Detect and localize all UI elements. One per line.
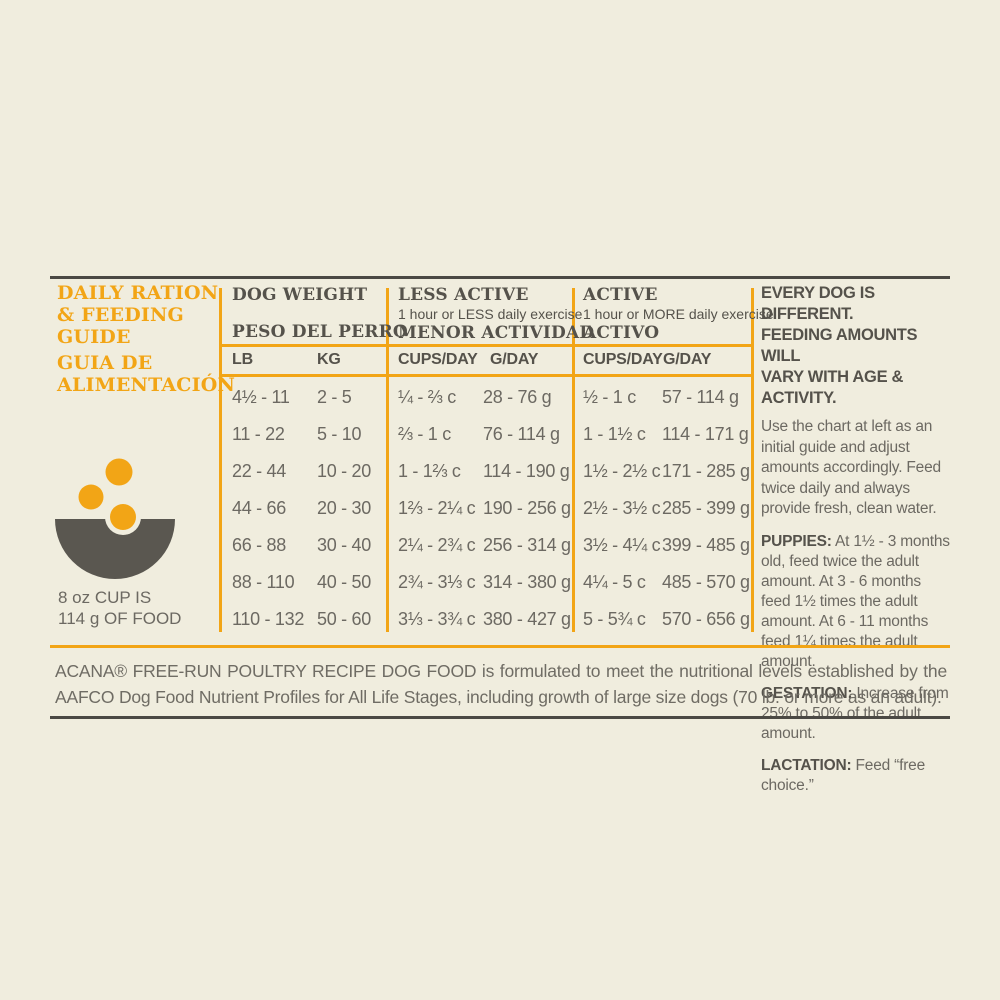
table-divider-vertical-1 [219,288,222,632]
cell-la_g: 114 - 190 g [483,461,570,481]
table-divider-vertical-3 [572,288,575,632]
group-title: LESS ACTIVE [398,285,529,305]
cell-kg: 30 - 40 [317,535,371,555]
advice-intro: Use the chart at left as an initial guid… [761,418,941,517]
advice-section-puppies: PUPPIES: At 1½ - 3 months old, feed twic… [761,532,953,672]
cell-a_g: 171 - 285 g [662,461,750,481]
cell-lb: 66 - 88 [232,535,286,555]
cell-kg: 5 - 10 [317,424,362,444]
bottom-rule [50,716,950,719]
table-divider-horizontal-2 [219,374,754,377]
cell-a_g: 399 - 485 g [662,535,750,555]
cell-lb: 88 - 110 [232,572,295,592]
cell-la_cups: 3⅓ - 3¾ c [398,609,476,629]
cell-lb: 110 - 132 [232,609,305,629]
cell-la_cups: ¼ - ⅔ c [398,387,456,407]
cell-a_cups: 5 - 5¾ c [583,609,646,629]
table-row: 88 - 110 40 - 50 2¾ - 3⅓ c 314 - 380 g 4¼ - … [220,564,754,601]
cell-lb: 11 - 22 [232,424,285,444]
cell-la_g: 28 - 76 g [483,387,552,407]
table-row: 110 - 132 50 - 60 3⅓ - 3¾ c 380 - 427 g 5 - … [220,601,754,638]
cell-a_g: 57 - 114 g [662,387,739,407]
cell-la_cups: 2¾ - 3⅓ c [398,572,476,592]
table-rows: 4½ - 11 2 - 5 ¼ - ⅔ c 28 - 76 g ½ - 1 c 57 - … [220,379,754,638]
aafco-statement: ACANA® FREE-RUN POULTRY RECIPE DOG FOOD … [55,661,947,707]
cell-kg: 20 - 30 [317,498,371,518]
advice-section-lactation: LACTATION: Feed “free choice.” [761,756,953,796]
cell-la_g: 314 - 380 g [483,572,571,592]
cell-a_cups: 3½ - 4¼ c [583,535,661,555]
cell-a_g: 114 - 171 g [662,424,749,444]
section-text: At 1½ - 3 months old, feed twice the adu… [761,532,950,670]
section-label: PUPPIES: [761,532,832,550]
group-title: ACTIVE [583,285,658,305]
panel-title-spanish: GUIA DE ALIMENTACIÓN [57,352,236,396]
column-header-less-active-cups: CUPS/DAY [398,351,478,368]
cell-la_cups: 1 - 1⅔ c [398,461,461,481]
group-title-spanish: MENOR ACTIVIDAD [398,323,595,343]
section-label: GESTATION: [761,684,853,702]
table-divider-vertical-4 [751,288,754,632]
column-group-active: ACTIVE 1 hour or MORE daily exercise ACT… [583,285,774,343]
cup-equivalence-note: 8 oz CUP IS 114 g OF FOOD [58,588,182,628]
bowl-with-kibble-icon [55,458,175,579]
advice-heading: EVERY DOG IS DIFFERENT. FEEDING AMOUNTS … [761,284,918,407]
cell-lb: 44 - 66 [232,498,286,518]
table-row: 66 - 88 30 - 40 2¼ - 2¾ c 256 - 314 g 3½ - 4… [220,527,754,564]
top-rule [50,276,950,279]
cell-la_g: 76 - 114 g [483,424,560,444]
group-subtitle: 1 hour or LESS daily exercise [398,306,583,322]
cell-kg: 2 - 5 [317,387,352,407]
cell-lb: 22 - 44 [232,461,286,481]
cell-la_cups: 2¼ - 2¾ c [398,535,476,555]
cell-a_g: 485 - 570 g [662,572,750,592]
column-header-active-grams: G/DAY [663,351,712,368]
panel-title-english: DAILY RATION & FEEDING GUIDE [57,282,219,348]
cell-kg: 10 - 20 [317,461,371,481]
table-divider-vertical-2 [386,288,389,632]
column-group-dog-weight: DOG WEIGHT PESO DEL PERRO [232,285,408,342]
cell-a_g: 285 - 399 g [662,498,750,518]
table-divider-horizontal-1 [219,344,754,347]
column-header-less-active-grams: G/DAY [490,351,539,368]
cell-la_cups: 1⅔ - 2¼ c [398,498,476,518]
cell-a_cups: 1 - 1½ c [583,424,646,444]
cell-a_cups: 2½ - 3½ c [583,498,661,518]
table-row: 11 - 22 5 - 10 ⅔ - 1 c 76 - 114 g 1 - 1½ c 11… [220,416,754,453]
cell-a_cups: 1½ - 2½ c [583,461,661,481]
cell-kg: 50 - 60 [317,609,371,629]
group-subtitle: 1 hour or MORE daily exercise [583,306,774,322]
table-row: 44 - 66 20 - 30 1⅔ - 2¼ c 190 - 256 g 2½ - 3… [220,490,754,527]
cell-la_g: 380 - 427 g [483,609,571,629]
column-header-lb: LB [232,351,253,368]
cell-la_cups: ⅔ - 1 c [398,424,451,444]
cell-a_cups: ½ - 1 c [583,387,636,407]
table-row: 4½ - 11 2 - 5 ¼ - ⅔ c 28 - 76 g ½ - 1 c 57 - … [220,379,754,416]
cell-la_g: 256 - 314 g [483,535,571,555]
table-row: 22 - 44 10 - 20 1 - 1⅔ c 114 - 190 g 1½ - 2½… [220,453,754,490]
column-header-active-cups: CUPS/DAY [583,351,663,368]
column-group-less-active: LESS ACTIVE 1 hour or LESS daily exercis… [398,285,594,343]
section-text: Feed “free choice.” [761,756,926,794]
group-title-spanish: PESO DEL PERRO [232,322,408,342]
advice-panel: EVERY DOG IS DIFFERENT. FEEDING AMOUNTS … [761,283,953,796]
cell-a_g: 570 - 656 g [662,609,750,629]
cell-kg: 40 - 50 [317,572,371,592]
group-title: DOG WEIGHT [232,285,368,305]
cell-la_g: 190 - 256 g [483,498,571,518]
group-title-spanish: ACTIVO [583,323,660,343]
cell-a_cups: 4¼ - 5 c [583,572,646,592]
section-label: LACTATION: [761,756,852,774]
table-bottom-rule [50,645,950,648]
cell-lb: 4½ - 11 [232,387,290,407]
column-header-kg: KG [317,351,341,368]
